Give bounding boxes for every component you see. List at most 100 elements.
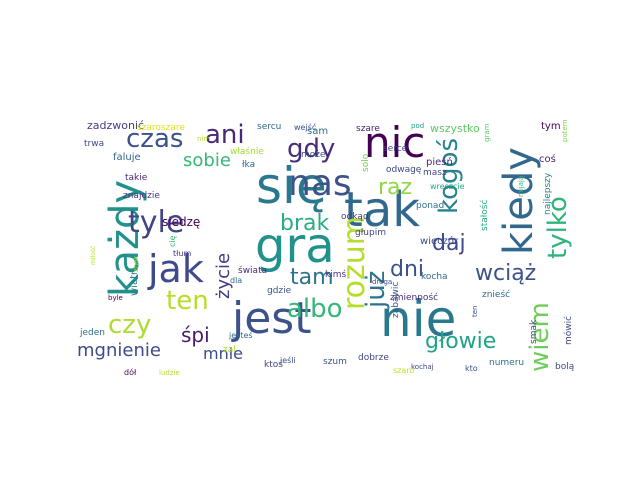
cloud-word: kimś: [325, 269, 346, 280]
cloud-word: numeru: [489, 358, 524, 368]
cloud-word: wejść: [294, 122, 316, 132]
cloud-word: czas: [126, 124, 183, 154]
cloud-word: dół: [124, 367, 137, 377]
cloud-word: potem: [561, 119, 569, 142]
cloud-word: tam: [290, 265, 334, 290]
cloud-word: solo: [361, 153, 371, 172]
cloud-word: nas: [288, 163, 352, 204]
cloud-word: wieczór: [420, 235, 459, 247]
cloud-word: jest: [231, 293, 311, 344]
cloud-word: smak: [529, 319, 539, 344]
cloud-word: znieść: [482, 289, 510, 300]
cloud-word: mnie: [203, 344, 243, 363]
cloud-word: szum: [323, 357, 347, 367]
cloud-word: nic: [364, 118, 425, 167]
cloud-word: znajdzie: [123, 191, 160, 201]
cloud-word: ludzie: [159, 369, 180, 377]
cloud-word: śpi: [181, 323, 210, 347]
cloud-word: masz: [423, 168, 447, 178]
cloud-word: gdy: [287, 134, 335, 164]
cloud-word: nim: [197, 135, 210, 143]
cloud-word: takie: [125, 173, 148, 183]
cloud-word: mgnienie: [77, 340, 161, 361]
cloud-word: brak: [280, 211, 329, 236]
cloud-word: sercu: [257, 122, 281, 132]
cloud-word: rozum: [337, 216, 372, 310]
cloud-word: tłum: [173, 249, 191, 258]
cloud-word: zadzwonić: [87, 119, 144, 132]
cloud-word: kto: [465, 364, 478, 373]
cloud-word: świata: [238, 265, 267, 276]
cloud-word: cię: [168, 235, 177, 247]
cloud-word: serce: [383, 144, 408, 154]
cloud-word: szare: [356, 124, 380, 134]
cloud-word: pod: [411, 122, 424, 130]
cloud-word: ten: [471, 306, 479, 318]
cloud-word: ktoś: [264, 359, 283, 370]
cloud-word: daj: [432, 231, 466, 256]
cloud-word: odkąd: [341, 212, 369, 222]
cloud-word: tym: [541, 121, 561, 132]
cloud-word: albo: [287, 294, 343, 324]
cloud-word: się: [256, 157, 327, 215]
cloud-word: wiatr: [129, 270, 140, 296]
cloud-word: raz: [378, 175, 412, 200]
cloud-word: szaroszare: [137, 123, 185, 133]
cloud-word: zal: [223, 345, 236, 355]
cloud-word: zmienność: [390, 292, 438, 303]
cloud-word: może: [301, 150, 326, 160]
cloud-word: wreszcie: [430, 182, 465, 191]
cloud-word: wiem: [525, 302, 555, 372]
cloud-word: kogoś: [434, 138, 464, 214]
cloud-word: zabawić: [390, 282, 401, 318]
cloud-word: nie: [380, 290, 456, 348]
cloud-word: wciąż: [475, 261, 536, 286]
cloud-word: kiedy: [496, 147, 542, 255]
cloud-word: sam: [307, 126, 328, 137]
cloud-word: dla: [230, 276, 242, 285]
cloud-word: dni: [390, 257, 424, 282]
cloud-word: znak: [132, 255, 140, 272]
cloud-word: droga: [372, 278, 392, 286]
cloud-word: tylko: [543, 196, 573, 259]
cloud-word: każdy: [102, 180, 148, 297]
cloud-word: czy: [108, 310, 151, 340]
cloud-word: miłość: [90, 246, 97, 265]
cloud-word: sobie: [183, 150, 231, 171]
cloud-word: tak: [344, 182, 420, 238]
cloud-word: odwagę: [386, 165, 422, 175]
cloud-word: kochaj: [411, 363, 434, 371]
cloud-word: głowie: [425, 329, 496, 354]
cloud-word: trwa: [84, 139, 104, 149]
cloud-word: stałość: [479, 200, 490, 231]
cloud-word: życie: [213, 253, 234, 299]
cloud-word: ani: [205, 120, 245, 150]
cloud-word: jeden: [79, 328, 105, 338]
cloud-word: gram: [483, 123, 491, 142]
cloud-word: właśnie: [230, 146, 264, 157]
cloud-word: gra: [255, 218, 335, 274]
cloud-word: mijają: [517, 176, 525, 197]
cloud-word: głupim: [355, 228, 386, 238]
cloud-word: jak: [147, 247, 204, 291]
cloud-word: pieśń: [426, 156, 453, 168]
cloud-word: już: [361, 271, 391, 309]
cloud-word: najlepszy: [543, 172, 553, 215]
cloud-word: wszystko: [430, 122, 480, 135]
cloud-word: ten: [166, 286, 209, 316]
cloud-word: faluje: [113, 152, 141, 163]
cloud-word: łka: [242, 160, 255, 170]
cloud-word: jesteś: [228, 330, 253, 340]
cloud-word: kocha: [421, 272, 448, 282]
cloud-word: coś: [539, 153, 556, 165]
cloud-word: siedzę: [162, 215, 200, 229]
cloud-word: bolą: [555, 362, 575, 372]
cloud-word: tyle: [128, 205, 184, 240]
cloud-word: dobrze: [358, 353, 389, 363]
cloud-word: jeśli: [279, 355, 296, 365]
cloud-word: szaro: [393, 366, 414, 375]
cloud-word: mówić: [563, 316, 574, 345]
cloud-word: byle: [108, 294, 123, 302]
cloud-word: ponad: [416, 201, 444, 211]
